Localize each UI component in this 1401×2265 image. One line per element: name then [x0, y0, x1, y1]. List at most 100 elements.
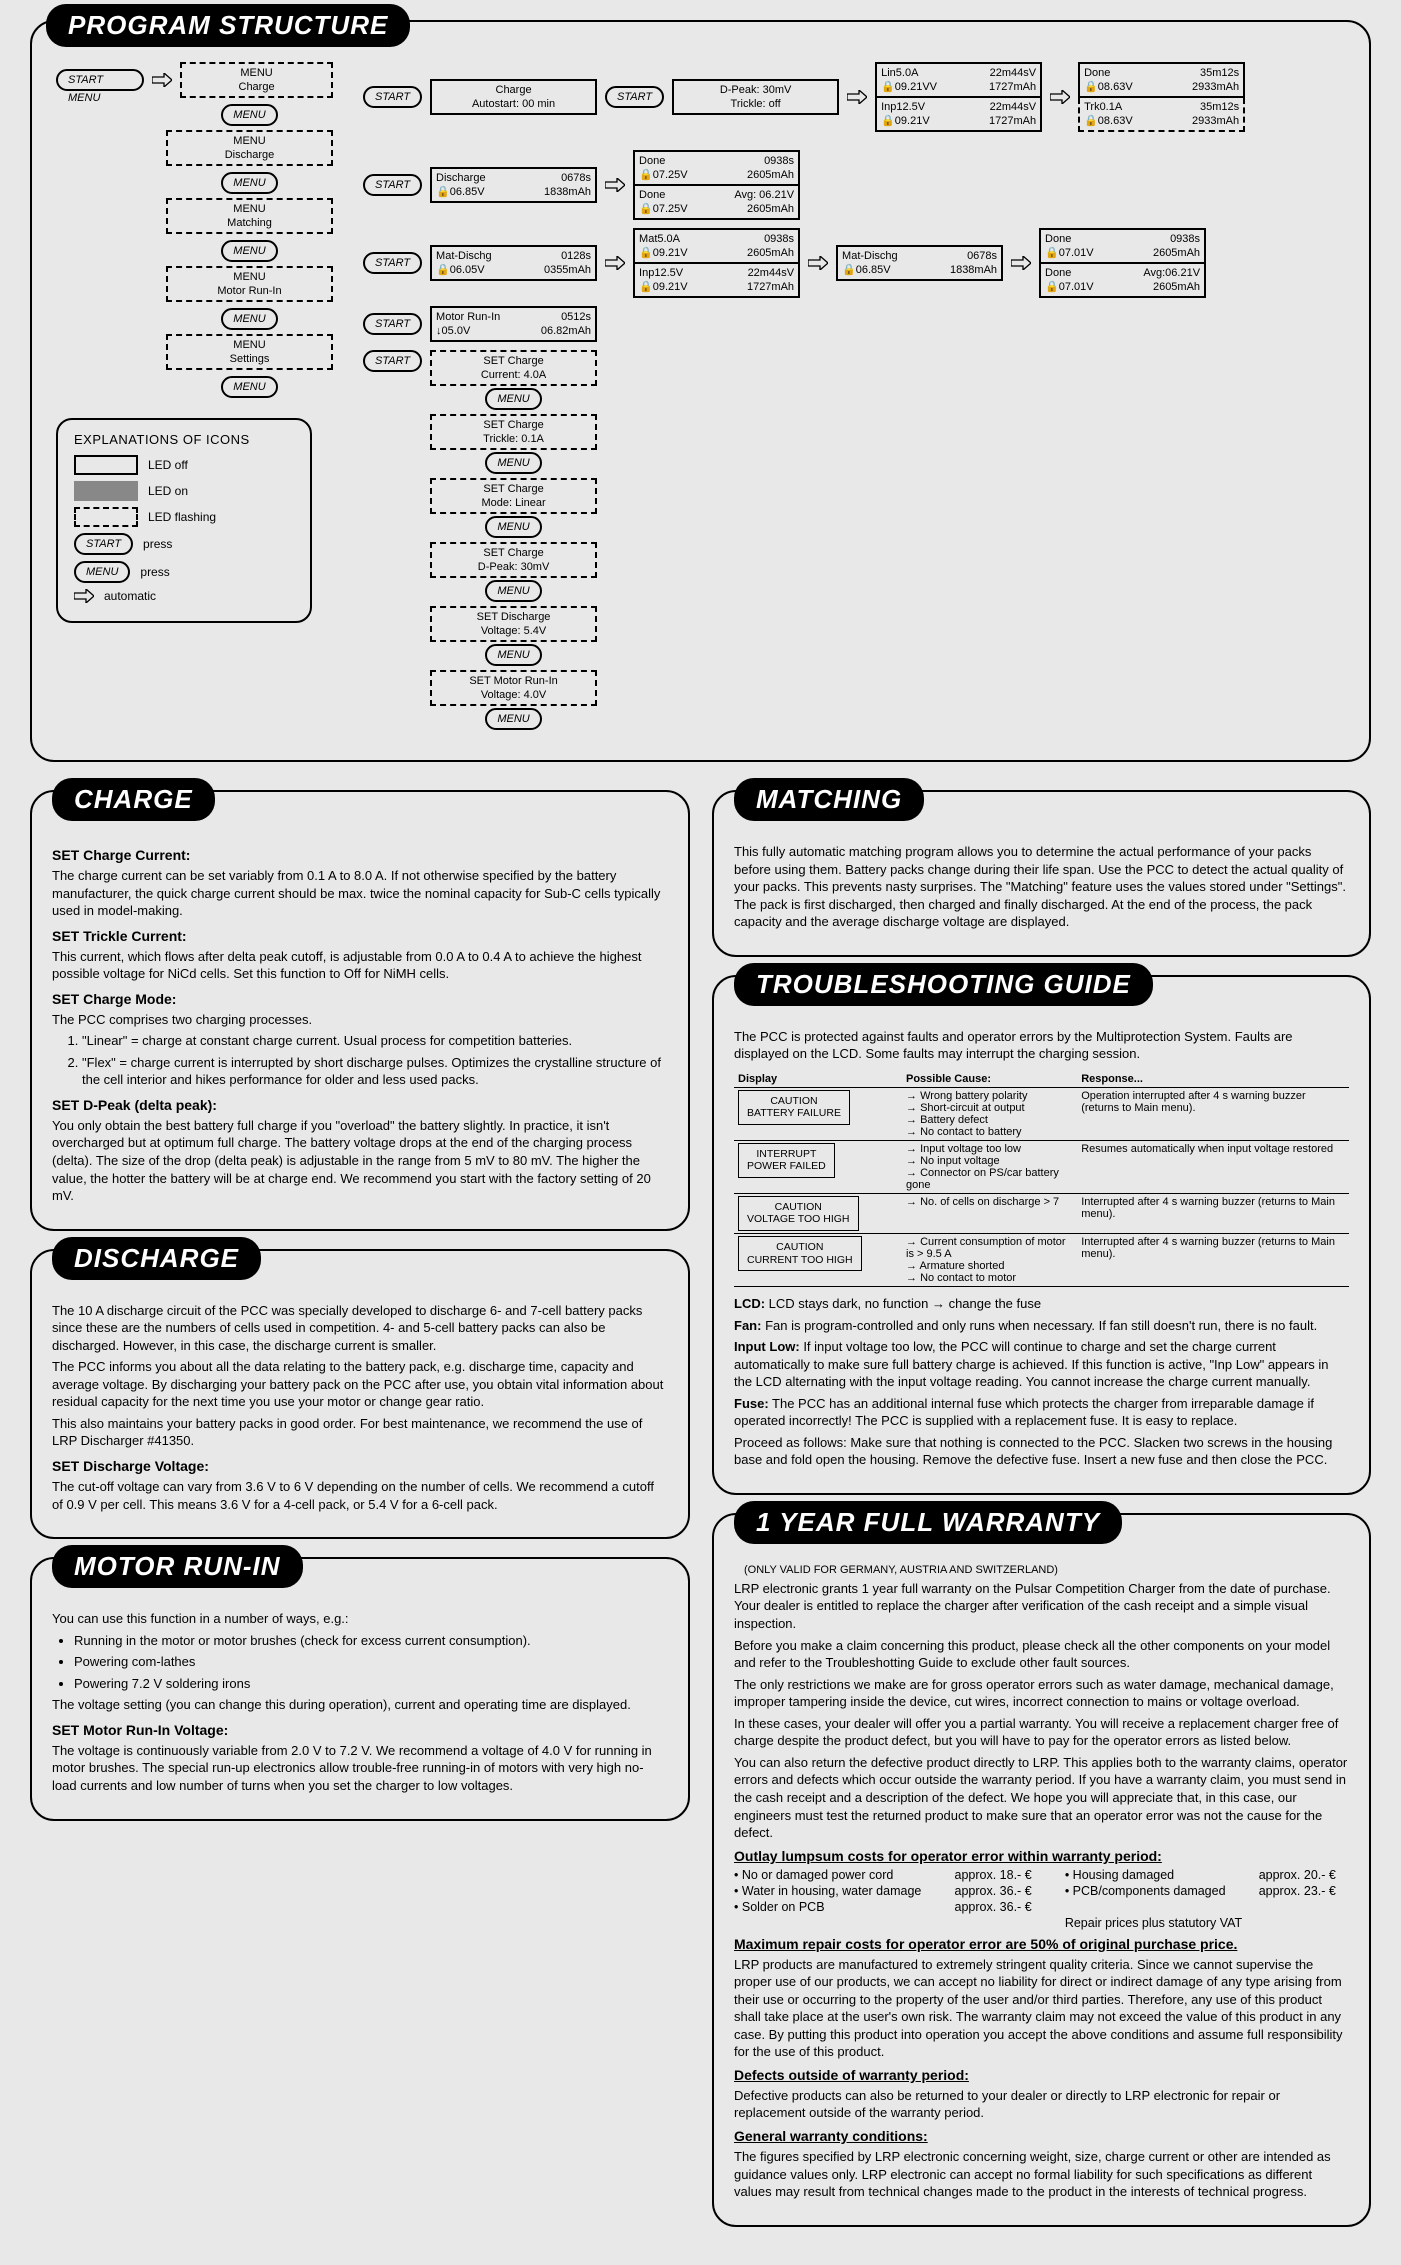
matching-heading: MATCHING	[734, 778, 924, 821]
menu-pill: MENU	[221, 376, 277, 398]
cost-item: Solder on PCB	[734, 1900, 935, 1914]
explanations-box: EXPLANATIONS OF ICONS LED off LED on LED…	[56, 418, 312, 623]
charge-p3: The PCC comprises two charging processes…	[52, 1011, 668, 1029]
ts-fuse: The PCC has an additional internal fuse …	[734, 1396, 1314, 1429]
ts-lcd-b: LCD:	[734, 1296, 765, 1311]
ts-lcd: LCD stays dark, no function → change the…	[765, 1296, 1041, 1311]
ts-cause: Wrong battery polarity	[906, 1090, 1073, 1102]
matching-lcd-3: Mat-Dischg0678s 🔒06.85V1838mAh	[836, 245, 1003, 281]
ts-intro: The PCC is protected against faults and …	[734, 1028, 1349, 1063]
warranty-p7: Defective products can also be returned …	[734, 2087, 1349, 2122]
matching-text: This fully automatic matching program al…	[734, 843, 1349, 931]
motor-lcd-1: Motor Run-In0512s ↓05.0V06.82mAh	[430, 306, 597, 342]
ts-cause: No contact to motor	[906, 1272, 1073, 1284]
led-off-icon	[74, 455, 138, 475]
discharge-p4: The cut-off voltage can vary from 3.6 V …	[52, 1478, 668, 1513]
menu-charge-lcd: MENU Charge	[180, 62, 333, 98]
motor-sub1: SET Motor Run-In Voltage:	[52, 1722, 668, 1738]
motor-p2: The voltage setting (you can change this…	[52, 1696, 668, 1714]
cost-item: Repair prices plus statutory VAT	[1065, 1916, 1349, 1930]
motor-p3: The voltage is continuously variable fro…	[52, 1742, 668, 1795]
ts-cause: Battery defect	[906, 1114, 1073, 1126]
motor-intro: You can use this function in a number of…	[52, 1610, 668, 1628]
start-menu-pill: START MENU	[56, 69, 144, 91]
ts-th-display: Display	[734, 1071, 902, 1088]
motor-heading: MOTOR RUN-IN	[52, 1545, 303, 1588]
ts-display-cell: CAUTIONVOLTAGE TOO HIGH	[738, 1196, 859, 1231]
charge-sub1: SET Charge Current:	[52, 847, 668, 863]
menu-pill: MENU	[485, 644, 541, 666]
troubleshooting-panel: TROUBLESHOOTING GUIDE The PCC is protect…	[712, 975, 1371, 1495]
warranty-u4: General warranty conditions:	[734, 2128, 1349, 2144]
arrow-icon	[605, 178, 625, 192]
warranty-p1: LRP electronic grants 1 year full warran…	[734, 1580, 1349, 1633]
menu-settings-lcd: MENU Settings	[166, 334, 333, 370]
charge-panel: CHARGE SET Charge Current: The charge cu…	[30, 790, 690, 1231]
menu-pill: MENU	[485, 452, 541, 474]
discharge-p1: The 10 A discharge circuit of the PCC wa…	[52, 1302, 668, 1355]
ts-th-cause: Possible Cause:	[902, 1071, 1077, 1088]
menu-pill: MENU	[221, 104, 277, 126]
warranty-costs: No or damaged power cordapprox. 18.- €Ho…	[734, 1868, 1349, 1930]
arrow-icon	[847, 90, 867, 104]
start-pill: START	[363, 252, 422, 274]
ts-proceed: Proceed as follows: Make sure that nothi…	[734, 1434, 1349, 1469]
ts-display-cell: CAUTIONCURRENT TOO HIGH	[738, 1236, 862, 1271]
warranty-note: (ONLY VALID FOR GERMANY, AUSTRIA AND SWI…	[744, 1564, 1058, 1576]
discharge-flow-row: START Discharge0678s 🔒06.85V1838mAh Done…	[363, 150, 1345, 220]
charge-heading: CHARGE	[52, 778, 215, 821]
ts-cause: Short-circuit at output	[906, 1102, 1073, 1114]
ts-response: Interrupted after 4 s warning buzzer (re…	[1077, 1193, 1349, 1233]
troubleshooting-table: Display Possible Cause: Response... CAUT…	[734, 1071, 1349, 1287]
cost-item: Water in housing, water damage	[734, 1884, 935, 1898]
ts-th-response: Response...	[1077, 1071, 1349, 1088]
discharge-p2: The PCC informs you about all the data r…	[52, 1358, 668, 1411]
arrow-icon	[605, 256, 625, 270]
warranty-p6: LRP products are manufactured to extreme…	[734, 1956, 1349, 2061]
program-structure-heading: PROGRAM STRUCTURE	[46, 4, 410, 47]
warranty-p2: Before you make a claim concerning this …	[734, 1637, 1349, 1672]
arrow-icon	[808, 256, 828, 270]
discharge-lcd-2b: DoneAvg: 06.21V🔒07.25V2605mAh	[633, 186, 800, 220]
ts-response: Resumes automatically when input voltage…	[1077, 1140, 1349, 1193]
charge-lcd-4a: Done35m12s🔒08.63V2933mAh	[1078, 62, 1245, 98]
warranty-u2: Maximum repair costs for operator error …	[734, 1936, 1349, 1952]
motor-flow-row: START Motor Run-In0512s ↓05.0V06.82mAh	[363, 306, 1345, 342]
cost-price: approx. 36.- €	[955, 1900, 1045, 1914]
settings-lcd-0: SET ChargeCurrent: 4.0A	[430, 350, 597, 386]
arrow-icon	[1050, 90, 1070, 104]
charge-lcd-3b: Inp12.5V22m44sV🔒09.21V1727mAh	[875, 98, 1042, 132]
charge-sub3: SET Charge Mode:	[52, 991, 668, 1007]
start-pill: START	[605, 86, 664, 108]
menu-pill: MENU	[74, 561, 130, 583]
menu-pill: MENU	[485, 516, 541, 538]
motor-li1: Running in the motor or motor brushes (c…	[74, 1632, 668, 1650]
settings-lcd-2: SET ChargeMode: Linear	[430, 478, 597, 514]
warranty-panel: 1 YEAR FULL WARRANTY (ONLY VALID FOR GER…	[712, 1513, 1371, 2227]
ts-cause: Current consumption of motor is > 9.5 A	[906, 1236, 1073, 1260]
discharge-lcd-2a: Done0938s🔒07.25V2605mAh	[633, 150, 800, 186]
matching-panel: MATCHING This fully automatic matching p…	[712, 790, 1371, 957]
warranty-u1: Outlay lumpsum costs for operator error …	[734, 1848, 1349, 1864]
ts-cause: No input voltage	[906, 1155, 1073, 1167]
charge-li1: "Linear" = charge at constant charge cur…	[82, 1032, 668, 1050]
charge-lcd-4b: Trk0.1A35m12s🔒08.63V2933mAh	[1078, 98, 1245, 132]
charge-sub2: SET Trickle Current:	[52, 928, 668, 944]
ts-cause: Input voltage too low	[906, 1143, 1073, 1155]
motor-li2: Powering com-lathes	[74, 1653, 668, 1671]
arrow-icon	[152, 73, 172, 87]
troubleshooting-heading: TROUBLESHOOTING GUIDE	[734, 963, 1153, 1006]
arrow-icon	[74, 589, 94, 603]
start-pill: START	[363, 313, 422, 335]
settings-flow-row: START SET ChargeCurrent: 4.0AMENUSET Cha…	[363, 350, 1345, 734]
cost-price: approx. 20.- €	[1259, 1868, 1349, 1882]
ts-input-b: Input Low:	[734, 1339, 800, 1354]
motor-panel: MOTOR RUN-IN You can use this function i…	[30, 1557, 690, 1820]
settings-lcd-5: SET Motor Run-InVoltage: 4.0V	[430, 670, 597, 706]
warranty-p4: In these cases, your dealer will offer y…	[734, 1715, 1349, 1750]
menu-pill: MENU	[221, 308, 277, 330]
matching-lcd-2b: Inp12.5V22m44sV🔒09.21V1727mAh	[633, 264, 800, 298]
cost-item: PCB/components damaged	[1065, 1884, 1239, 1898]
charge-flow-row: START Charge Autostart: 00 min START D-P…	[363, 62, 1345, 132]
ts-response: Operation interrupted after 4 s warning …	[1077, 1087, 1349, 1140]
